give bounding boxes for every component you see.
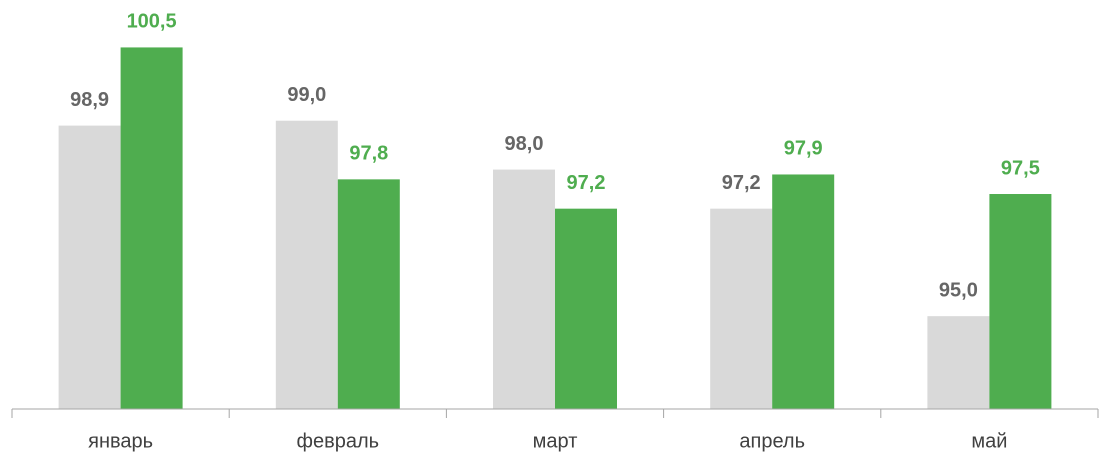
x-tick-label: январь: [88, 430, 153, 452]
value-label: 100,5: [127, 11, 177, 33]
bar: [493, 169, 555, 409]
x-tick-label: март: [533, 430, 578, 452]
bar: [120, 47, 183, 409]
value-label: 97,8: [349, 143, 388, 165]
bar: [275, 120, 338, 409]
bar: [710, 208, 773, 409]
bar: [927, 316, 990, 409]
bar: [772, 174, 835, 409]
value-label: 95,0: [939, 279, 978, 301]
x-tick-label: февраль: [297, 430, 380, 452]
x-tick-label: май: [971, 430, 1007, 452]
value-label: 98,9: [70, 89, 109, 111]
bar: [337, 179, 400, 409]
bar: [58, 125, 121, 409]
bar: [555, 208, 617, 409]
x-tick-label: апрель: [739, 430, 805, 452]
value-label: 97,2: [567, 172, 606, 194]
value-label: 97,2: [722, 172, 761, 194]
value-label: 98,0: [505, 133, 544, 155]
value-label: 99,0: [287, 84, 326, 106]
value-label: 97,5: [1001, 157, 1040, 179]
bar: [989, 194, 1052, 409]
value-label: 97,9: [784, 138, 823, 160]
